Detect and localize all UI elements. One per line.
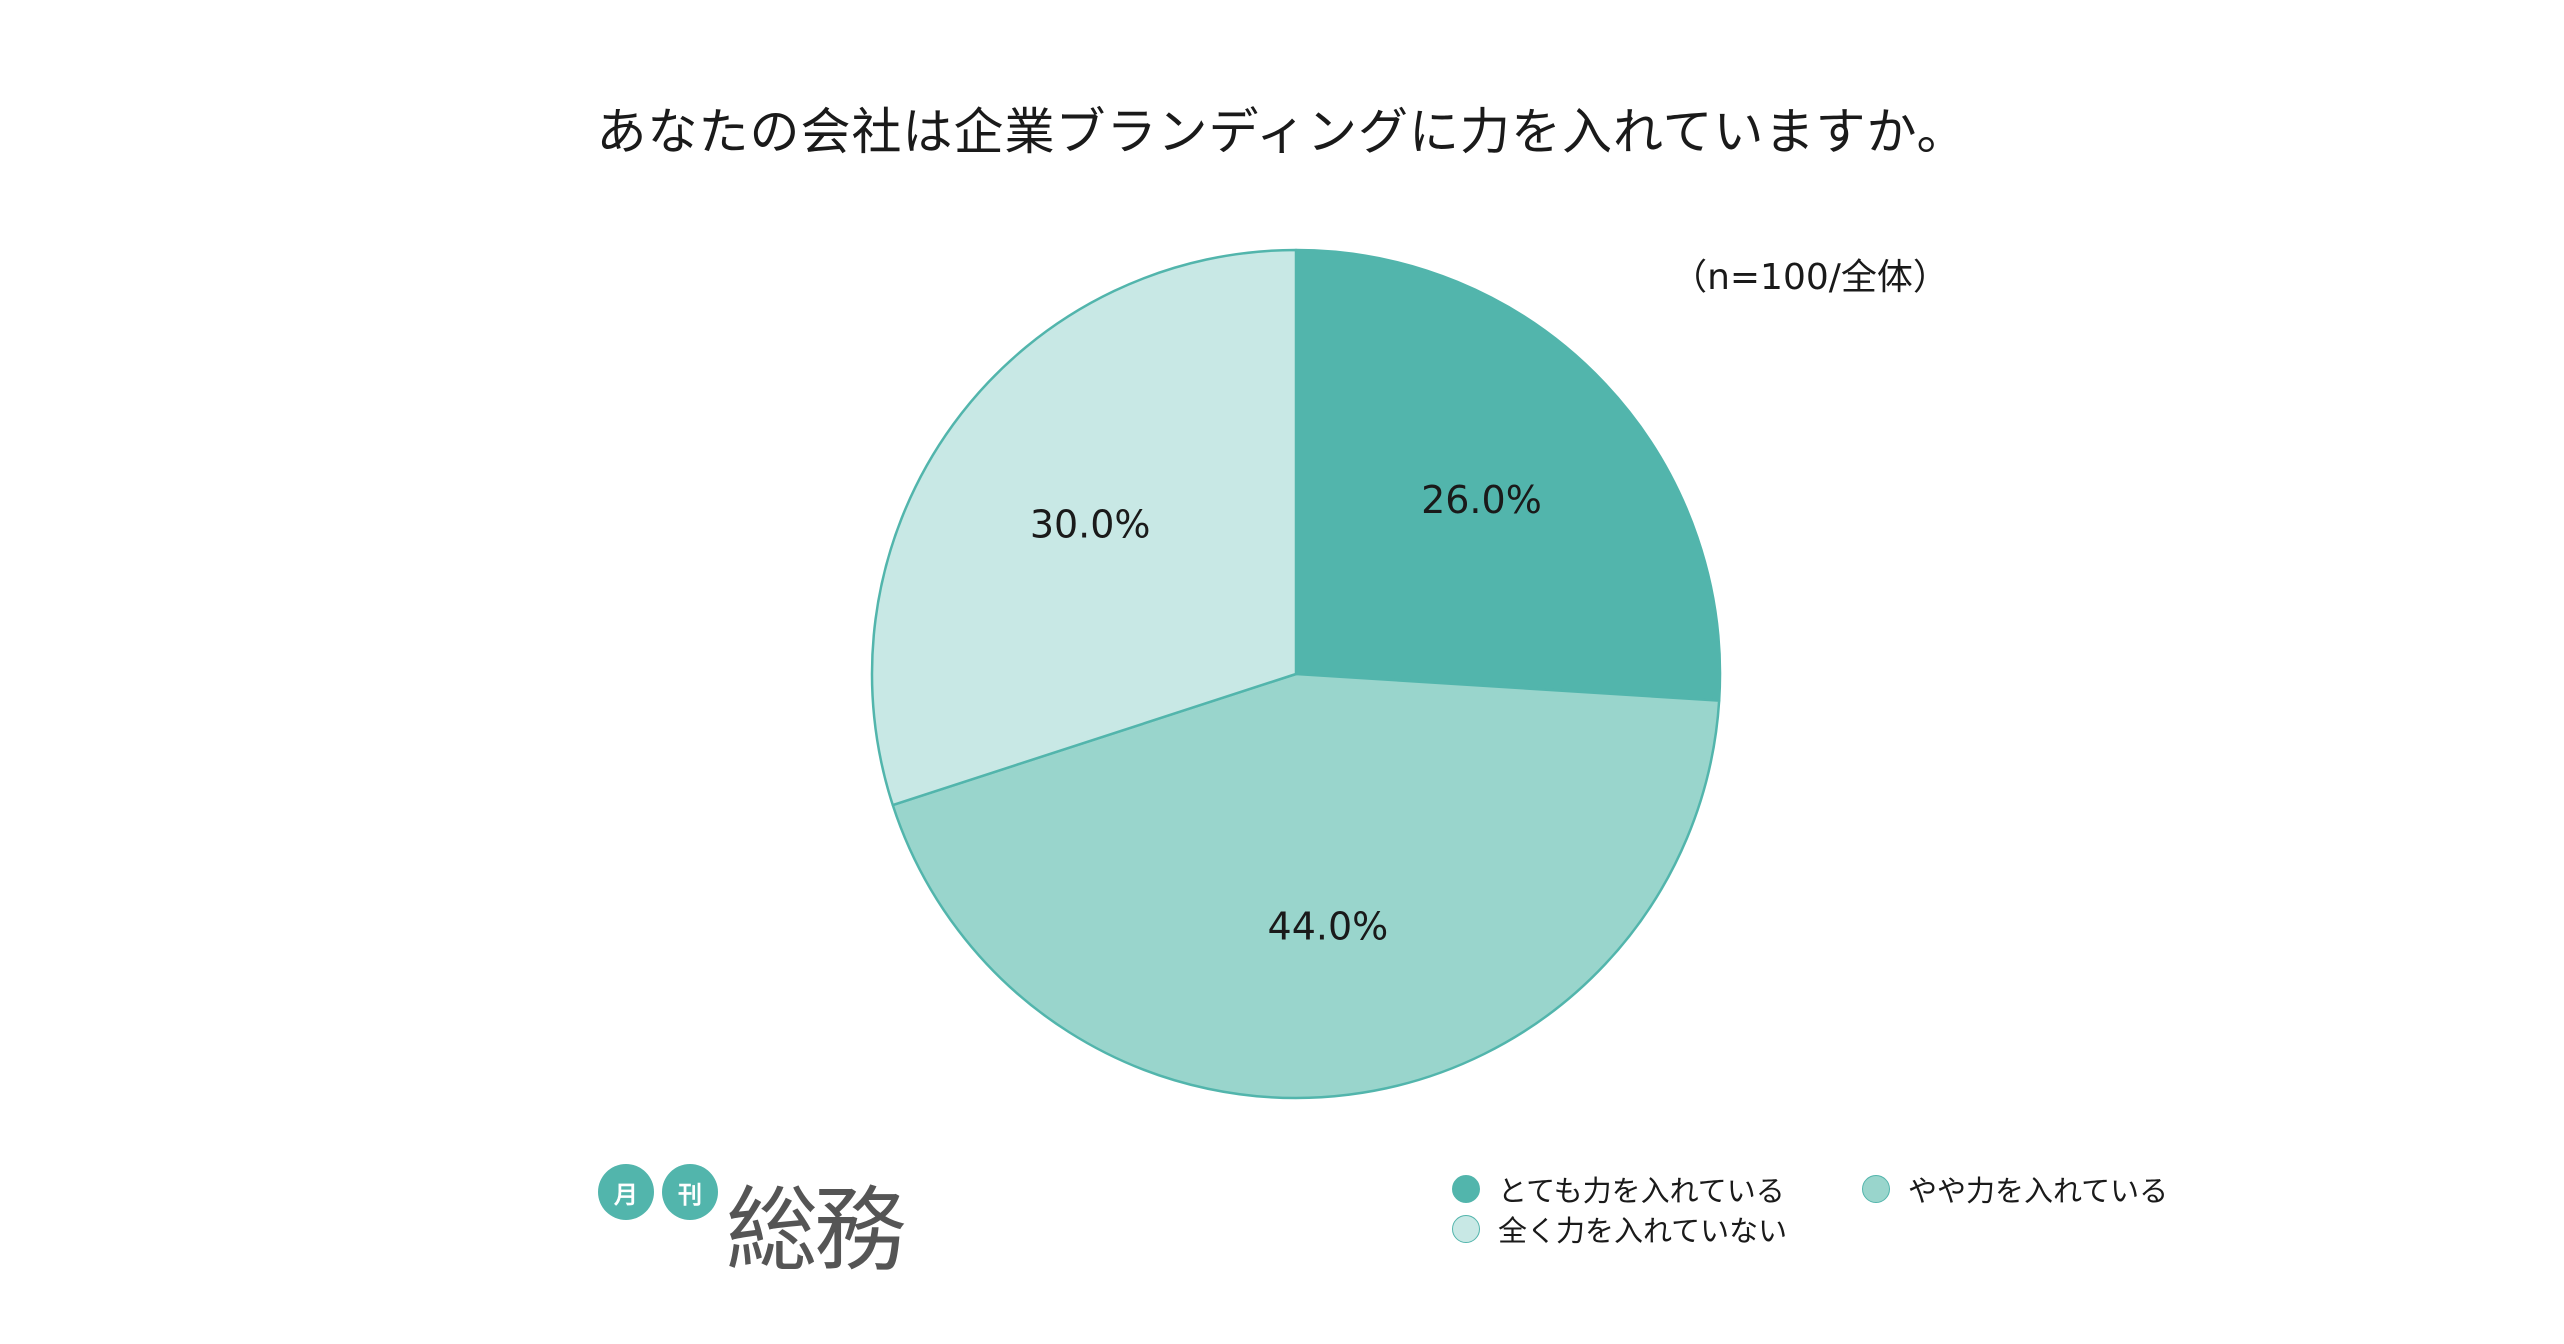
legend-label-1: とても力を入れている: [1498, 1174, 1785, 1208]
logo-mark-kan: 刊: [662, 1164, 718, 1220]
chart-legend: とても力を入れている やや力を入れている全く力を入れていない: [1452, 1168, 2272, 1258]
legend-item-1: とても力を入れている: [1452, 1168, 1785, 1210]
logo-wordmark: 総務: [726, 1177, 906, 1284]
pie-slice-3: [870, 248, 1298, 807]
pie-slice-label-1: 26.0%: [1421, 478, 1542, 522]
legend-label-2: やや力を入れている: [1908, 1174, 2169, 1208]
pie-slices: [870, 248, 1722, 1100]
logo-mark-tsuki: 月: [598, 1164, 654, 1220]
pie-slice-labels: 26.0% 44.0% 30.0%: [1030, 478, 1542, 949]
pie-slice-label-3: 30.0%: [1030, 502, 1151, 546]
legend-swatch-3: [1452, 1215, 1480, 1243]
legend-item-2: やや力を入れている: [1862, 1168, 2168, 1210]
chart-title: あなたの会社は企業ブランディングに力を入れていますか。: [596, 103, 1968, 161]
publication-logo: 月 刊 総務: [598, 1150, 906, 1284]
sample-size-note: （n=100/全体）: [1671, 257, 1949, 298]
pie-slice-2: [891, 672, 1721, 1100]
pie-slice-label-2: 44.0%: [1268, 904, 1389, 948]
legend-item-3: 全く力を入れていない: [1452, 1208, 1787, 1250]
pie-slice-1: [1294, 248, 1722, 702]
legend-swatch-2: [1862, 1175, 1890, 1203]
legend-label-3: 全く力を入れていない: [1498, 1214, 1788, 1248]
legend-swatch-1: [1452, 1175, 1480, 1203]
